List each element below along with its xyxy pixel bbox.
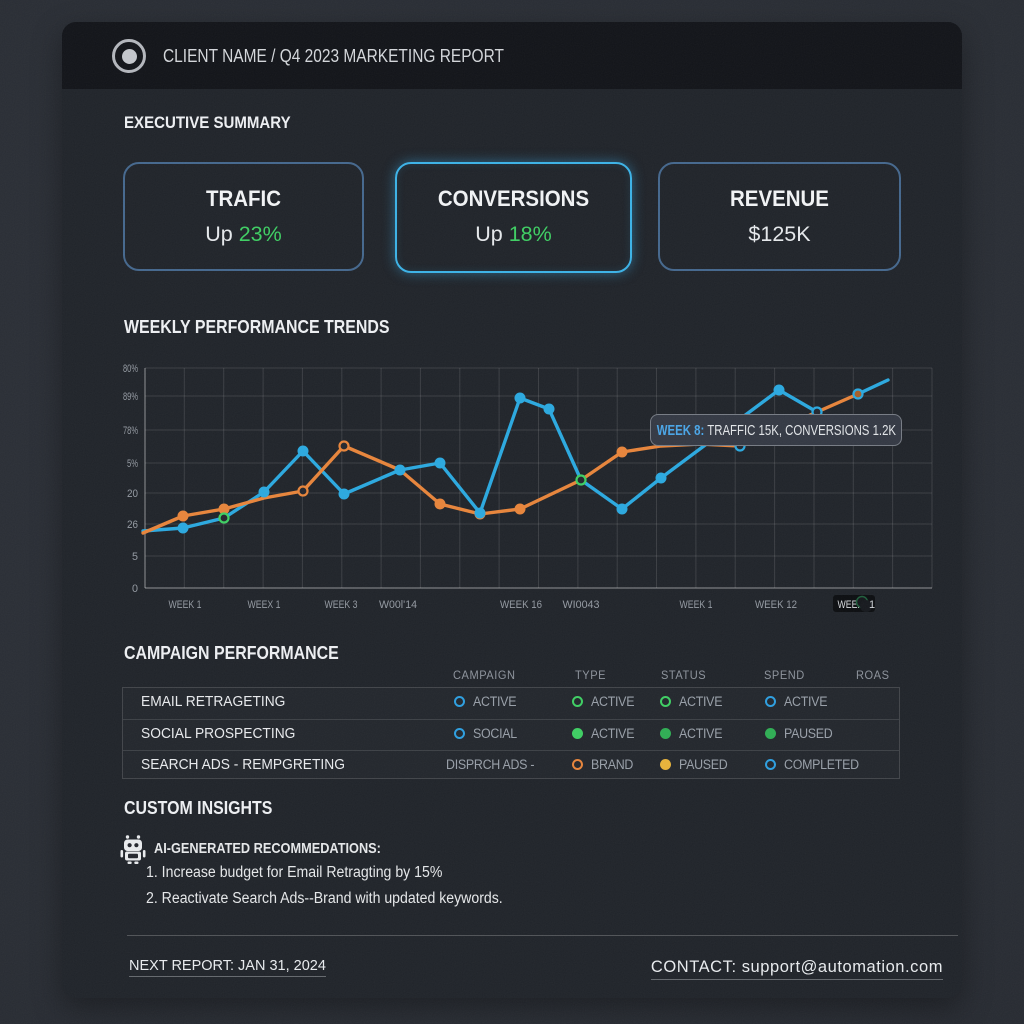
svg-text:78%: 78% (123, 425, 138, 437)
svg-text:80%: 80% (123, 363, 138, 375)
svg-text:WEEK 16: WEEK 16 (500, 599, 542, 611)
svg-text:WEEK 12: WEEK 12 (755, 599, 797, 611)
svg-text:20: 20 (127, 488, 138, 500)
svg-text:WEEK 1: WEEK 1 (169, 599, 202, 611)
svg-text:5: 5 (132, 551, 138, 563)
svg-text:0: 0 (132, 583, 138, 595)
svg-text:WI0043: WI0043 (563, 599, 600, 611)
svg-text:WEEK 1: WEEK 1 (680, 599, 713, 611)
svg-text:89%: 89% (123, 391, 138, 403)
svg-text:W00l'14: W00l'14 (379, 599, 417, 611)
svg-text:WEEK 3: WEEK 3 (325, 599, 358, 611)
svg-text:WEEX 1: WEEX 1 (248, 599, 281, 611)
svg-text:5%: 5% (127, 458, 138, 470)
svg-text:1: 1 (869, 599, 875, 611)
svg-text:26: 26 (127, 519, 138, 531)
